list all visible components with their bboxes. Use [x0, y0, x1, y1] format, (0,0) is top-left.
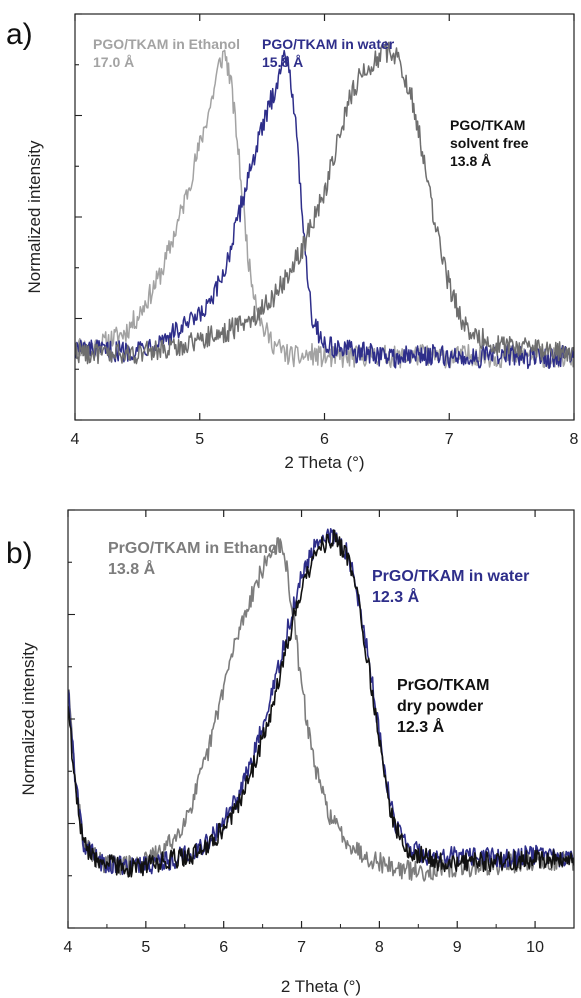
x-tick-label: 5 — [141, 939, 150, 956]
x-tick-label: 7 — [445, 431, 454, 448]
x-tick-label: 10 — [526, 939, 544, 956]
series-line-1 — [75, 49, 574, 369]
series-line-3 — [75, 40, 574, 365]
x-tick-label: 6 — [219, 939, 228, 956]
series-line-2 — [75, 49, 574, 370]
annotation-2-line-2: 15.8 Å — [262, 54, 303, 70]
x-tick-label: 9 — [453, 939, 462, 956]
annotation-3-line-2: solvent free — [450, 135, 529, 151]
y-axis-title: Normalized intensity — [25, 140, 44, 294]
x-tick-label: 7 — [297, 939, 306, 956]
panel-label: a) — [6, 18, 33, 51]
x-tick-label: 8 — [375, 939, 384, 956]
annotation-3-line-1: PGO/TKAM — [450, 117, 525, 133]
annotation-3-line-3: 13.8 Å — [450, 153, 491, 169]
x-axis-title: 2 Theta (°) — [284, 453, 364, 472]
x-tick-label: 4 — [71, 431, 80, 448]
x-tick-label: 8 — [570, 431, 579, 448]
annotation-3-line-3: 12.3 Å — [397, 717, 445, 736]
annotation-1-line-2: 13.8 Å — [108, 559, 156, 578]
chart-panel-a: 4 5 6 7 8 2 Theta (°) Normalized intensity a) PG… — [6, 13, 579, 472]
annotation-1-line-1: PGO/TKAM in Ethanol — [93, 36, 240, 52]
x-tick-label: 4 — [64, 939, 73, 956]
annotation-3-line-2: dry powder — [397, 698, 483, 715]
annotation-3-line-1: PrGO/TKAM — [397, 677, 489, 694]
x-axis-title: 2 Theta (°) — [281, 977, 361, 996]
annotation-2-line-2: 12.3 Å — [372, 587, 420, 606]
y-axis-title: Normalized intensity — [19, 642, 38, 796]
series-line-3 — [68, 529, 574, 878]
x-tick-label: 6 — [320, 431, 329, 448]
x-tick-label: 5 — [195, 431, 204, 448]
annotation-1-line-1: PrGO/TKAM in Ethanol — [108, 540, 282, 557]
series-line-1 — [68, 537, 574, 882]
annotation-2-line-1: PGO/TKAM in water — [262, 36, 395, 52]
chart-panel-b: 4 5 6 7 8 9 10 2 Theta (°) Normalized intensity b… — [6, 509, 575, 996]
panel-label: b) — [6, 537, 33, 570]
annotation-1-line-2: 17.0 Å — [93, 54, 134, 70]
annotation-2-line-1: PrGO/TKAM in water — [372, 568, 529, 585]
